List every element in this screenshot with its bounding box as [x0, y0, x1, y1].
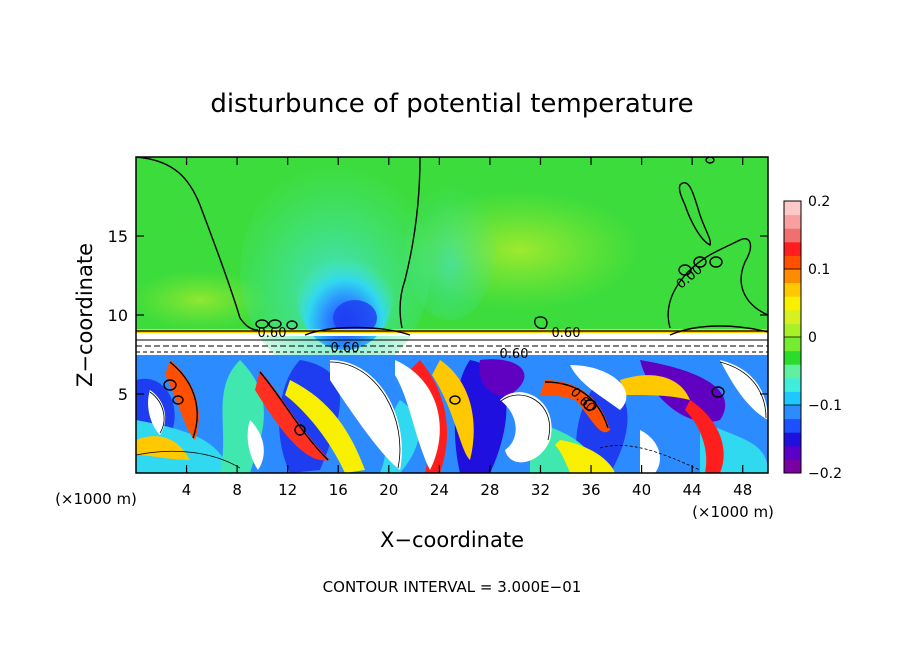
colorbar-tick-label: 0 [808, 330, 817, 346]
x-unit-left: (×1000 m) [55, 490, 137, 508]
zero-contour [399, 157, 421, 329]
colorbar-tick-label: −0.2 [808, 466, 842, 482]
x-tick-label: 32 [531, 481, 550, 499]
x-tick-label: 44 [683, 481, 702, 499]
colorbar-tick-label: 0.1 [808, 262, 830, 278]
x-tick-label: 28 [480, 481, 499, 499]
x-tick-label: 4 [182, 481, 192, 499]
contour-label: 0.60 [258, 326, 287, 341]
y-tick-label: 15 [108, 227, 128, 246]
colorbar-swatch [784, 337, 801, 352]
contour-label: 0.60 [500, 347, 529, 362]
x-tick-label: 16 [329, 481, 348, 499]
contour-line [669, 325, 768, 336]
y-tick-label: 10 [108, 306, 128, 325]
cool-plume-core [333, 300, 377, 336]
x-unit-right: (×1000 m) [692, 503, 774, 521]
colorbar-swatch [784, 269, 801, 284]
x-tick-label: 24 [430, 481, 449, 499]
x-tick-label: 8 [232, 481, 242, 499]
zero-contour [534, 316, 548, 330]
contour-line [304, 326, 411, 336]
colorbar-swatch [784, 241, 801, 256]
chart-title: disturbunce of potential temperature [210, 89, 693, 119]
y-axis-label: Z−coordinate [73, 243, 97, 387]
contour-interval-note: CONTOUR INTERVAL = 3.000E−01 [323, 578, 582, 596]
colorbar-swatch [784, 228, 801, 243]
x-axis-label: X−coordinate [380, 528, 524, 552]
colorbar-swatch [784, 459, 801, 474]
x-tick-label: 40 [632, 481, 651, 499]
colorbar-swatch [784, 418, 801, 433]
x-tick-label: 36 [581, 481, 600, 499]
colorbar-swatch [784, 350, 801, 365]
colorbar-swatch [784, 445, 801, 460]
colorbar-swatch [784, 309, 801, 324]
colorbar-tick-label: −0.1 [808, 398, 842, 414]
zero-contour [136, 157, 259, 331]
y-tick-label: 5 [118, 385, 128, 404]
colorbar-swatch [784, 405, 801, 420]
colorbar-swatch [784, 201, 801, 216]
lower-turbulent-layer [136, 355, 768, 473]
x-tick-label: 12 [278, 481, 297, 499]
colorbar-swatch [784, 296, 801, 311]
colorbar-swatch [784, 391, 801, 406]
colorbar-swatch [784, 282, 801, 297]
colorbar-swatch [784, 323, 801, 338]
colorbar-tick-label: 0.2 [808, 194, 830, 210]
inversion-band [136, 333, 768, 336]
warm-patch [136, 270, 270, 330]
zero-contour [667, 238, 768, 329]
x-tick-label: 48 [733, 481, 752, 499]
colorbar-swatch [784, 377, 801, 392]
cool-plume-side [405, 180, 495, 320]
contour-label: 0.60 [552, 326, 581, 341]
colorbar-swatch [784, 255, 801, 270]
contour-label: 0.60 [331, 341, 360, 356]
zero-contour [678, 182, 712, 246]
colorbar-swatch [784, 432, 801, 447]
colorbar: 0.2 0.1 0 −0.1 −0.2 [783, 194, 842, 482]
plot-area [136, 157, 768, 473]
colorbar-swatch [784, 214, 801, 229]
x-tick-label: 20 [379, 481, 398, 499]
colorbar-swatch [784, 364, 801, 379]
